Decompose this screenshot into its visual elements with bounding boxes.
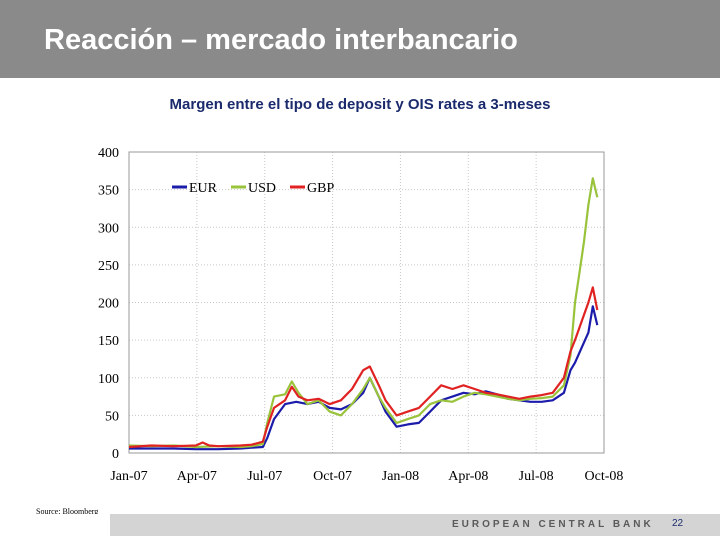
y-tick-label: 400	[98, 146, 119, 161]
y-tick-label: 200	[98, 297, 119, 312]
y-tick-label: 50	[105, 409, 119, 424]
plot-frame	[128, 151, 605, 454]
title-bar	[0, 0, 720, 78]
y-tick-label: 0	[112, 447, 119, 462]
x-tick-label: Apr-07	[177, 469, 217, 484]
page-number: 22	[672, 518, 684, 529]
footer-bank-name: EUROPEAN CENTRAL BANK	[452, 519, 654, 530]
slide-title: Reacción – mercado interbancario	[44, 24, 518, 56]
y-tick-label: 150	[98, 334, 119, 349]
legend-label-eur: EUR	[189, 181, 218, 196]
x-tick-label: Apr-08	[448, 469, 488, 484]
chart-title: Margen entre el tipo de deposit y OIS ra…	[169, 96, 551, 113]
x-tick-label: Jul-08	[519, 469, 554, 484]
x-tick-label: Oct-07	[313, 469, 352, 484]
x-tick-label: Jan-08	[382, 469, 419, 484]
legend-label-gbp: GBP	[307, 181, 334, 196]
series-line-usd	[128, 177, 599, 449]
y-tick-label: 250	[98, 259, 119, 274]
footer-bar	[0, 514, 720, 536]
y-tick-label: 350	[98, 184, 119, 199]
series-line-gbp	[128, 286, 599, 449]
footer-gap	[0, 514, 110, 536]
source-note: Source: Bloomberg	[36, 507, 99, 516]
y-tick-label: 100	[98, 372, 119, 387]
x-tick-label: Jul-07	[247, 469, 282, 484]
x-tick-label: Jan-07	[110, 469, 147, 484]
x-tick-label: Oct-08	[585, 469, 624, 484]
y-tick-label: 300	[98, 221, 119, 236]
series-line-eur	[129, 305, 599, 451]
legend-label-usd: USD	[248, 181, 276, 196]
